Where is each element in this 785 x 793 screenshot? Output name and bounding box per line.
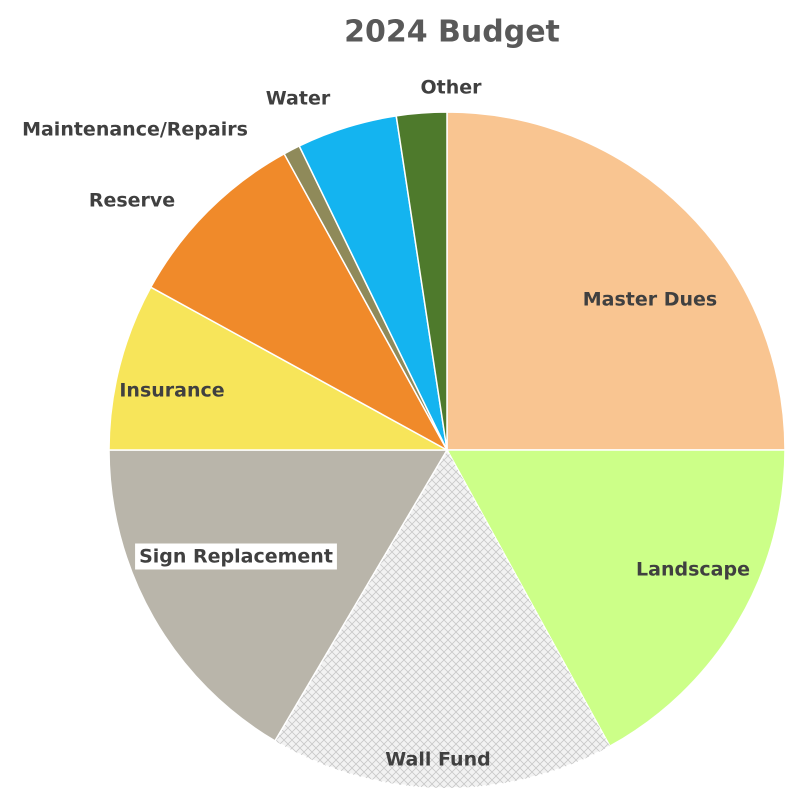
slice xyxy=(108,449,449,742)
labels: Master Dues Landscape Wall Fund Sign Replac… xyxy=(22,77,750,771)
slice xyxy=(446,111,785,451)
slice-label: Other xyxy=(420,77,482,99)
slice-label: Wall Fund xyxy=(385,749,490,771)
slice-label: Insurance xyxy=(119,380,224,402)
slice-label: Reserve xyxy=(89,190,175,212)
pie xyxy=(108,111,785,789)
slice xyxy=(108,286,448,451)
slice-label: Water xyxy=(266,88,331,110)
slice xyxy=(395,111,448,451)
label-background xyxy=(135,543,337,570)
slice xyxy=(149,152,449,452)
slice-label: Master Dues xyxy=(583,289,717,311)
slice-label: Maintenance/Repairs xyxy=(22,119,248,141)
slice-label: Sign Replacement xyxy=(139,546,333,568)
slice-label: Landscape xyxy=(636,559,750,581)
chart-title: 2024 Budget xyxy=(344,15,560,50)
